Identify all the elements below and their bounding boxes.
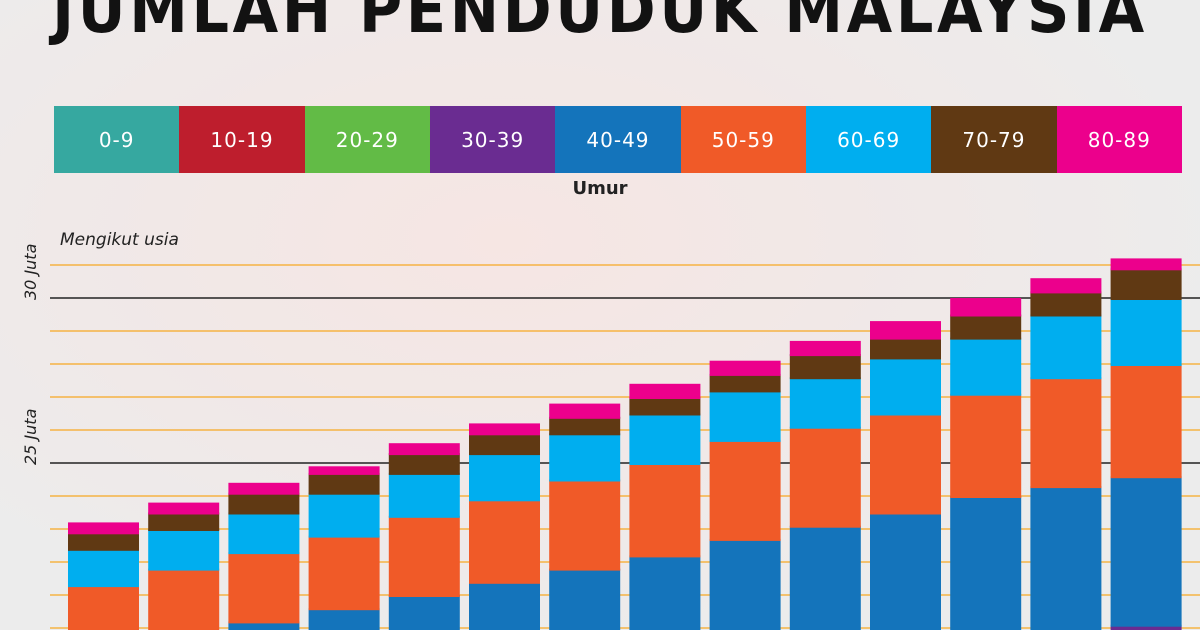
bar-segment-50-59 [469,499,540,584]
bar-segment-60-69 [789,377,861,429]
bar-segment-40-49 [950,496,1022,630]
bar-segment-60-69 [228,512,300,555]
legend-item-50-59: 50-59 [680,106,806,173]
age-legend: 0-9 10-19 20-29 30-39 40-49 50-59 60-69 70-79 80… [54,106,1182,173]
bar-segment-60-69 [1110,298,1182,366]
y-tick-label: 25 Juta [21,409,40,465]
bar-segment-40-49 [629,555,701,630]
legend-caption: Umur [572,178,628,199]
bar-segment-50-59 [68,585,139,630]
bar-segment-50-59 [709,439,781,541]
bar-segment-80-89 [950,298,1022,317]
bar-segment-40-49 [789,525,861,630]
bar-segment-70-79 [228,492,300,515]
legend-item-10-19: 10-19 [179,106,305,173]
bar-segment-50-59 [789,426,861,528]
bar-segment-40-49 [1030,486,1102,630]
bar-segment-70-79 [709,373,781,393]
chart-subtitle: Mengikut usia [60,230,179,250]
bar-segment-40-49 [870,512,941,630]
bar-segment-50-59 [308,535,380,611]
bar-segment-80-89 [388,443,460,456]
bar-segment-60-69 [148,529,220,571]
bar-segment-80-89 [870,321,941,340]
bar-segment-40-49 [469,581,540,630]
legend-item-60-69: 60-69 [805,106,932,173]
bar-segment-70-79 [1110,268,1182,300]
bar-segment-80-89 [469,423,540,436]
bar-segment-50-59 [388,515,460,597]
bar-segment-80-89 [549,403,621,419]
bar-segment-70-79 [870,337,941,360]
bar-segment-60-69 [629,413,701,465]
bar-segment-60-69 [549,433,621,482]
bar-segment-50-59 [950,393,1022,498]
legend-item-40-49: 40-49 [555,106,681,173]
bar-segment-60-69 [388,472,460,518]
bar-segment-80-89 [148,502,220,515]
bar-segment-60-69 [1030,314,1102,380]
bar-segment-60-69 [709,390,781,442]
bar-segment-80-89 [789,340,861,357]
bar-segment-60-69 [308,492,380,538]
bar-segment-70-79 [629,397,701,416]
bar-segment-40-49 [228,621,300,630]
bar-segment-70-79 [789,354,861,380]
legend-item-30-39: 30-39 [429,106,556,173]
bar-segment-80-89 [1030,278,1102,294]
bar-segment-60-69 [950,337,1022,396]
bar-segment-50-59 [629,463,701,558]
bar-segment-70-79 [950,314,1022,340]
bar-segment-60-69 [68,548,139,588]
bar-segment-40-49 [308,608,380,630]
bar-segment-50-59 [549,479,621,571]
bar-segment-50-59 [1030,377,1102,489]
legend-item-70-79: 70-79 [931,106,1057,173]
bar-segment-80-89 [709,360,781,376]
bar-segment-40-49 [549,568,621,630]
bar-segment-40-49 [709,538,781,630]
bar-segment-50-59 [148,568,220,630]
bar-segment-40-49 [1110,476,1182,627]
page-title: JUMLAH PENDUDUK MALAYSIA [52,0,1148,48]
bar-segment-80-89 [308,466,380,475]
bar-segment-40-49 [388,595,460,630]
bar-segment-60-69 [870,357,941,416]
bar-segment-50-59 [228,552,300,624]
bar-segment-80-89 [228,482,300,495]
bar-segment-70-79 [68,532,139,551]
bar-segment-50-59 [870,413,941,515]
bar-segment-70-79 [549,416,621,436]
bar-segment-30-39 [1110,624,1182,630]
bar-segment-70-79 [469,433,540,456]
bar-segment-70-79 [388,453,460,475]
bar-segment-80-89 [68,522,139,535]
bar-segment-70-79 [148,512,220,531]
legend-item-0-9: 0-9 [54,106,180,173]
bar-segment-80-89 [629,383,701,399]
y-tick-label: 30 Juta [21,244,40,300]
bar-segment-80-89 [1110,258,1182,271]
bar-segment-50-59 [1110,364,1182,479]
bar-segment-70-79 [1030,291,1102,317]
bar-segment-60-69 [469,453,540,502]
bar-segment-70-79 [308,472,380,495]
legend-item-80-89: 80-89 [1056,106,1182,173]
legend-item-20-29: 20-29 [304,106,430,173]
